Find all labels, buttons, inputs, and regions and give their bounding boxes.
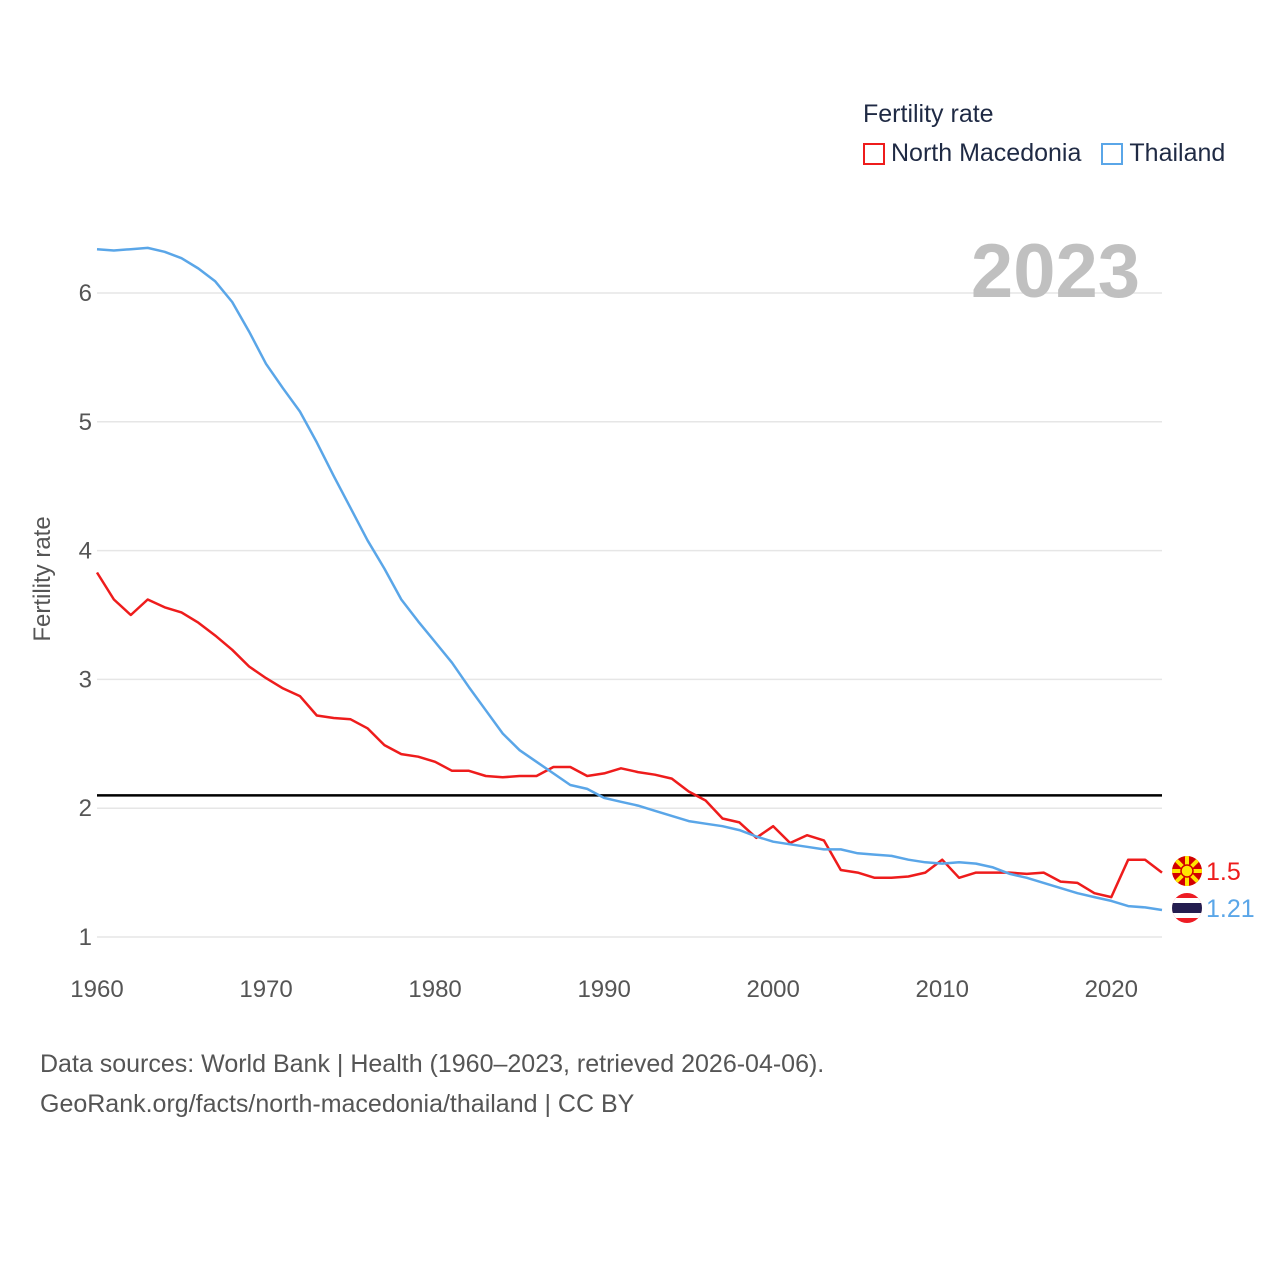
y-axis-label: Fertility rate bbox=[29, 516, 56, 641]
axis-labels: 1 2 3 4 5 6 1960 1970 1980 1990 2000 2010 2020 Fertil… bbox=[29, 280, 1138, 1003]
legend-label-north-macedonia: North Macedonia bbox=[891, 139, 1082, 167]
end-label-thailand: 1.21 bbox=[1206, 895, 1255, 923]
x-tick-label-1970: 1970 bbox=[239, 976, 292, 1003]
legend-label-thailand: Thailand bbox=[1129, 139, 1226, 167]
source-line-1: Data sources: World Bank | Health (1960–… bbox=[40, 1050, 825, 1078]
year-display: 2023 bbox=[970, 229, 1140, 314]
legend-item-thailand[interactable]: Thailand bbox=[1101, 139, 1225, 168]
x-tick-label-2000: 2000 bbox=[746, 976, 799, 1003]
y-tick-label-4: 4 bbox=[79, 538, 92, 565]
thailand-flag-icon bbox=[1172, 893, 1202, 923]
x-tick-label-1960: 1960 bbox=[70, 976, 123, 1003]
legend-swatch-north-macedonia bbox=[863, 142, 885, 165]
legend-title: Fertility rate bbox=[863, 100, 994, 128]
end-labels: 1.5 1.21 bbox=[1172, 856, 1255, 923]
series-line-thailand[interactable] bbox=[96, 246, 1163, 912]
legend: Fertility rate North Macedonia Thailand bbox=[863, 100, 1245, 168]
x-tick-label-1990: 1990 bbox=[577, 976, 630, 1003]
y-tick-label-1: 1 bbox=[79, 924, 92, 951]
series-line-north-macedonia[interactable] bbox=[95, 571, 1163, 899]
x-tick-label-2020: 2020 bbox=[1085, 976, 1138, 1003]
legend-item-north-macedonia[interactable]: North Macedonia bbox=[863, 139, 1081, 168]
source-text: Data sources: World Bank | Health (1960–… bbox=[40, 1044, 824, 1124]
y-tick-label-6: 6 bbox=[79, 280, 92, 307]
legend-items: North Macedonia Thailand bbox=[863, 139, 1245, 168]
north-macedonia-flag-icon bbox=[1172, 856, 1202, 886]
y-tick-label-3: 3 bbox=[79, 666, 92, 693]
y-tick-label-5: 5 bbox=[79, 409, 92, 436]
end-label-north-macedonia: 1.5 bbox=[1206, 858, 1241, 886]
source-line-2[interactable]: GeoRank.org/facts/north-macedonia/thaila… bbox=[40, 1090, 635, 1118]
gridlines bbox=[97, 292, 1162, 938]
legend-swatch-thailand bbox=[1101, 142, 1124, 165]
series-lines bbox=[95, 246, 1163, 912]
x-tick-label-2010: 2010 bbox=[916, 976, 969, 1003]
y-tick-label-2: 2 bbox=[79, 795, 92, 822]
x-tick-label-1980: 1980 bbox=[408, 976, 461, 1003]
